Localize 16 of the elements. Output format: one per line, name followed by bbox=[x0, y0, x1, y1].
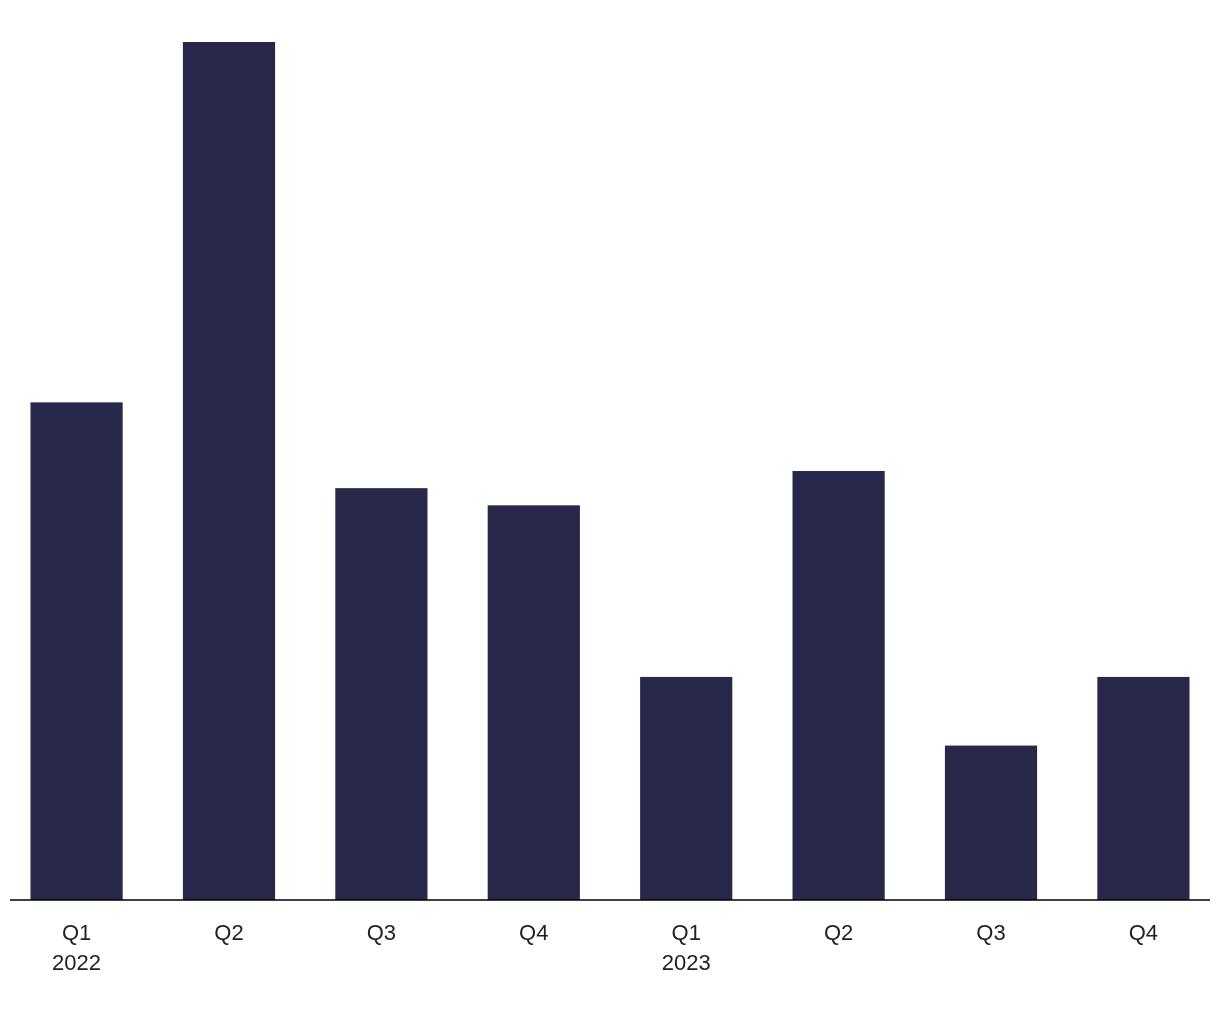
bar bbox=[487, 505, 580, 900]
x-tick-label: Q1 2022 bbox=[52, 920, 102, 975]
bar bbox=[792, 471, 885, 900]
x-tick-label: Q2 bbox=[823, 920, 854, 945]
bar bbox=[30, 402, 123, 900]
x-tick-label: Q4 bbox=[1128, 920, 1159, 945]
bar bbox=[182, 42, 276, 900]
bar bbox=[1097, 676, 1190, 900]
x-tick-label: Q3 bbox=[366, 920, 397, 945]
x-tick-label: Q1 2023 bbox=[661, 920, 711, 975]
bar bbox=[944, 745, 1038, 900]
x-tick-label: Q2 bbox=[214, 920, 244, 945]
bar bbox=[640, 676, 733, 900]
bar bbox=[335, 488, 428, 900]
x-tick-label: Q4 bbox=[519, 920, 549, 945]
x-tick-label: Q3 bbox=[976, 920, 1006, 945]
